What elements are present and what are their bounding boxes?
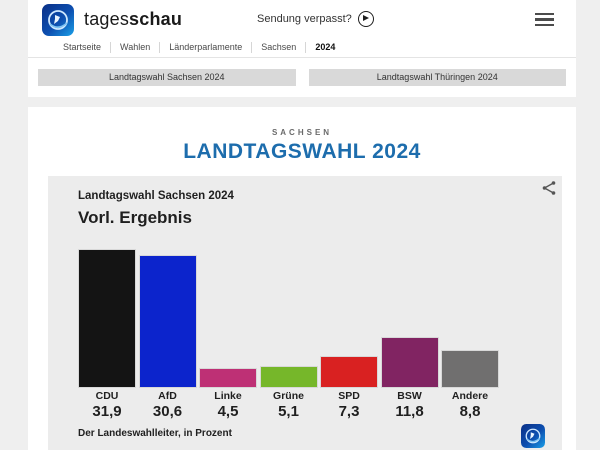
value-label-CDU: 31,9 [92, 403, 122, 420]
breadcrumb: Startseite Wahlen Länderparlamente Sachsen 2… [28, 38, 576, 58]
breadcrumb-item-2024[interactable]: 2024 [315, 42, 336, 52]
watch-missed-label: Sendung verpasst? [257, 13, 352, 25]
category-labels: CDU AfD Linke Grüne SPD BSW Andere [78, 390, 499, 402]
header-top-row: tagesschau Sendung verpasst? [28, 0, 576, 38]
category-label-CDU: CDU [95, 390, 119, 402]
category-label-BSW: BSW [397, 390, 422, 402]
tagesschau-logo-icon[interactable] [42, 4, 74, 36]
election-nav-button-1[interactable]: Landtagswahl Thüringen 2024 [308, 69, 566, 86]
value-label-Andere: 8,8 [459, 403, 481, 420]
value-label-SPD: 7,3 [338, 403, 360, 420]
value-label-Linke: 4,5 [217, 403, 239, 420]
play-icon [357, 11, 374, 27]
brand-prefix: tages [84, 9, 130, 29]
watch-missed-link[interactable]: Sendung verpasst? [257, 11, 374, 27]
election-nav-buttons: Landtagswahl Sachsen 2024 Landtagswahl Th… [28, 58, 576, 97]
menu-hamburger-icon[interactable] [535, 13, 554, 29]
share-icon[interactable] [541, 180, 557, 196]
breadcrumb-item-länderparlamente[interactable]: Länderparlamente [160, 42, 253, 53]
breadcrumb-item-startseite[interactable]: Startseite [54, 42, 112, 53]
category-label-Andere: Andere [451, 390, 489, 402]
brand-wordmark[interactable]: tagesschau [84, 9, 182, 30]
tagesschau-watermark-icon [521, 424, 545, 448]
page-title: LANDTAGSWAHL 2024 [183, 140, 421, 163]
chart-subtitle: Vorl. Ergebnis [78, 208, 192, 227]
category-label-SPD: SPD [338, 390, 360, 402]
site-header: tagesschau Sendung verpasst? Startseite W… [28, 0, 576, 97]
value-labels: 31,9 30,6 4,5 5,1 7,3 11,8 8,8 [78, 403, 499, 420]
category-label-Grüne: Grüne [273, 390, 304, 402]
region-kicker: SACHSEN [271, 128, 333, 137]
bar-AfD [138, 255, 197, 388]
breadcrumb-item-sachsen[interactable]: Sachsen [252, 42, 307, 53]
breadcrumb-item-wahlen[interactable]: Wahlen [111, 42, 161, 53]
bar-SPD [320, 356, 378, 388]
category-label-Linke: Linke [214, 390, 242, 402]
value-label-BSW: 11,8 [395, 403, 424, 420]
brand-suffix: schau [129, 9, 183, 29]
bar-CDU [78, 249, 136, 388]
value-label-Grüne: 5,1 [278, 403, 299, 420]
chart-source: Der Landeswahlleiter, in Prozent [78, 428, 232, 439]
main-content: SACHSEN LANDTAGSWAHL 2024 Landtagswahl S… [28, 107, 576, 450]
results-chart: Landtagswahl Sachsen 2024 Vorl. Ergebnis… [48, 176, 562, 450]
chart-title: Landtagswahl Sachsen 2024 [78, 190, 234, 202]
bar-plot [78, 249, 499, 388]
bar-Andere [441, 350, 499, 388]
election-nav-button-0[interactable]: Landtagswahl Sachsen 2024 [38, 69, 296, 86]
bar-Grüne [259, 366, 318, 388]
bar-Linke [199, 368, 257, 388]
value-label-AfD: 30,6 [152, 403, 183, 420]
bar-BSW [380, 337, 439, 388]
category-label-AfD: AfD [158, 390, 177, 402]
